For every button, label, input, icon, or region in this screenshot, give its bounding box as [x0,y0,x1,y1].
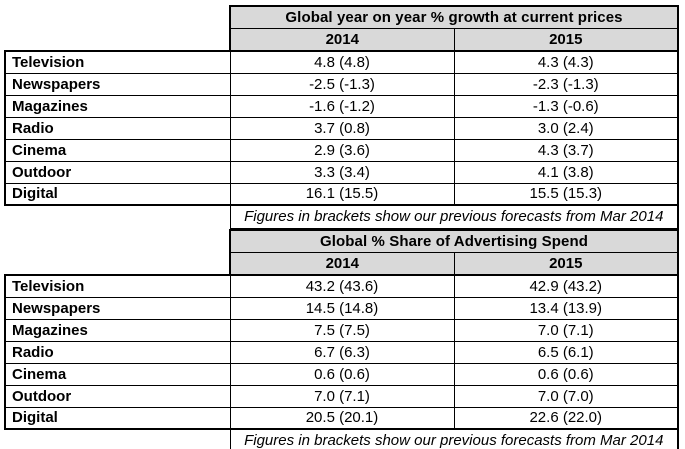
empty-corner [5,6,230,29]
growth-table: Global year on year % growth at current … [4,5,680,230]
share-note-row: Figures in brackets show our previous fo… [5,428,679,449]
table-row: Outdoor 7.0 (7.1) 7.0 (7.0) [4,384,679,408]
row-label: Magazines [4,318,231,342]
value-2015: 7.0 (7.1) [453,318,679,342]
empty-corner [5,205,230,229]
share-year-header-2014: 2014 [229,252,455,276]
value-2014: 6.7 (6.3) [229,340,455,364]
share-title-row: Global % Share of Advertising Spend [5,229,679,253]
row-label: Cinema [4,362,231,386]
growth-table-grid: Global year on year % growth at current … [4,5,680,230]
row-label: Digital [4,406,231,430]
share-table: Global % Share of Advertising Spend 2014… [4,229,679,449]
empty-corner [5,29,230,52]
footnote: Figures in brackets show our previous fo… [229,204,680,230]
table-row: Newspapers -2.5 (-1.3) -2.3 (-1.3) [4,72,680,96]
table-row: Outdoor 3.3 (3.4) 4.1 (3.8) [4,160,680,184]
row-label: Outdoor [4,384,231,408]
table-row: Cinema 2.9 (3.6) 4.3 (3.7) [4,138,680,162]
value-2014: -2.5 (-1.3) [229,72,455,96]
share-table-grid: Global % Share of Advertising Spend 2014… [4,229,679,449]
growth-note-row: Figures in brackets show our previous fo… [5,204,680,230]
value-2015: 15.5 (15.3) [453,182,680,206]
row-label: Magazines [4,94,231,118]
footnote: Figures in brackets show our previous fo… [229,428,679,449]
value-2015: -1.3 (-0.6) [453,94,680,118]
value-2014: 43.2 (43.6) [229,274,455,298]
table-row: Cinema 0.6 (0.6) 0.6 (0.6) [4,362,679,386]
value-2014: 14.5 (14.8) [229,296,455,320]
table-row: Television 4.8 (4.8) 4.3 (4.3) [4,50,680,74]
row-label: Newspapers [4,72,231,96]
table-row: Newspapers 14.5 (14.8) 13.4 (13.9) [4,296,679,320]
value-2015: 4.3 (4.3) [453,50,680,74]
value-2014: 7.0 (7.1) [229,384,455,408]
share-table-title: Global % Share of Advertising Spend [229,229,679,253]
value-2014: -1.6 (-1.2) [229,94,455,118]
table-row: Magazines 7.5 (7.5) 7.0 (7.1) [4,318,679,342]
value-2015: 6.5 (6.1) [453,340,679,364]
value-2014: 4.8 (4.8) [229,50,455,74]
table-row: Radio 6.7 (6.3) 6.5 (6.1) [4,340,679,364]
row-label: Newspapers [4,296,231,320]
row-label: Cinema [4,138,231,162]
value-2015: 4.3 (3.7) [453,138,680,162]
share-year-header-2015: 2015 [453,252,679,276]
table-row: Digital 20.5 (20.1) 22.6 (22.0) [4,406,679,430]
value-2014: 7.5 (7.5) [229,318,455,342]
value-2014: 2.9 (3.6) [229,138,455,162]
table-row: Digital 16.1 (15.5) 15.5 (15.3) [4,182,680,206]
value-2014: 20.5 (20.1) [229,406,455,430]
growth-year-header-2015: 2015 [453,28,680,52]
empty-corner [5,253,230,276]
value-2014: 3.7 (0.8) [229,116,455,140]
row-label: Television [4,50,231,74]
value-2014: 0.6 (0.6) [229,362,455,386]
table-row: Magazines -1.6 (-1.2) -1.3 (-0.6) [4,94,680,118]
value-2015: 0.6 (0.6) [453,362,679,386]
empty-corner [5,230,230,253]
growth-table-title: Global year on year % growth at current … [228,5,680,29]
value-2015: 13.4 (13.9) [453,296,679,320]
value-2015: 4.1 (3.8) [453,160,680,184]
value-2015: -2.3 (-1.3) [453,72,680,96]
row-label: Digital [4,182,231,206]
growth-title-row: Global year on year % growth at current … [5,5,680,29]
table-row: Radio 3.7 (0.8) 3.0 (2.4) [4,116,680,140]
value-2014: 3.3 (3.4) [229,160,455,184]
value-2015: 7.0 (7.0) [453,384,679,408]
table-row: Television 43.2 (43.6) 42.9 (43.2) [4,274,679,298]
growth-year-header-2014: 2014 [229,28,455,52]
row-label: Radio [4,116,231,140]
value-2015: 42.9 (43.2) [453,274,679,298]
value-2014: 16.1 (15.5) [229,182,455,206]
row-label: Outdoor [4,160,231,184]
row-label: Radio [4,340,231,364]
share-year-row: 2014 2015 [5,252,679,276]
row-label: Television [4,274,231,298]
value-2015: 3.0 (2.4) [453,116,680,140]
empty-corner [5,429,230,449]
growth-year-row: 2014 2015 [5,28,680,52]
value-2015: 22.6 (22.0) [453,406,679,430]
